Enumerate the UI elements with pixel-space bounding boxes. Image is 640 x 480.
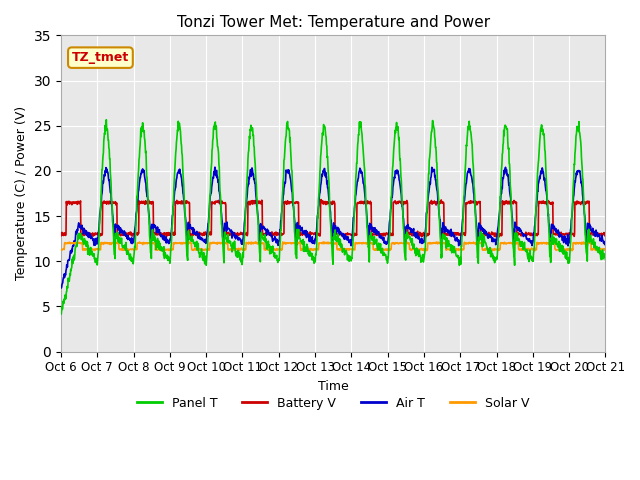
X-axis label: Time: Time — [318, 380, 349, 393]
Y-axis label: Temperature (C) / Power (V): Temperature (C) / Power (V) — [15, 107, 28, 280]
Text: TZ_tmet: TZ_tmet — [72, 51, 129, 64]
Legend: Panel T, Battery V, Air T, Solar V: Panel T, Battery V, Air T, Solar V — [132, 392, 534, 415]
Title: Tonzi Tower Met: Temperature and Power: Tonzi Tower Met: Temperature and Power — [177, 15, 490, 30]
